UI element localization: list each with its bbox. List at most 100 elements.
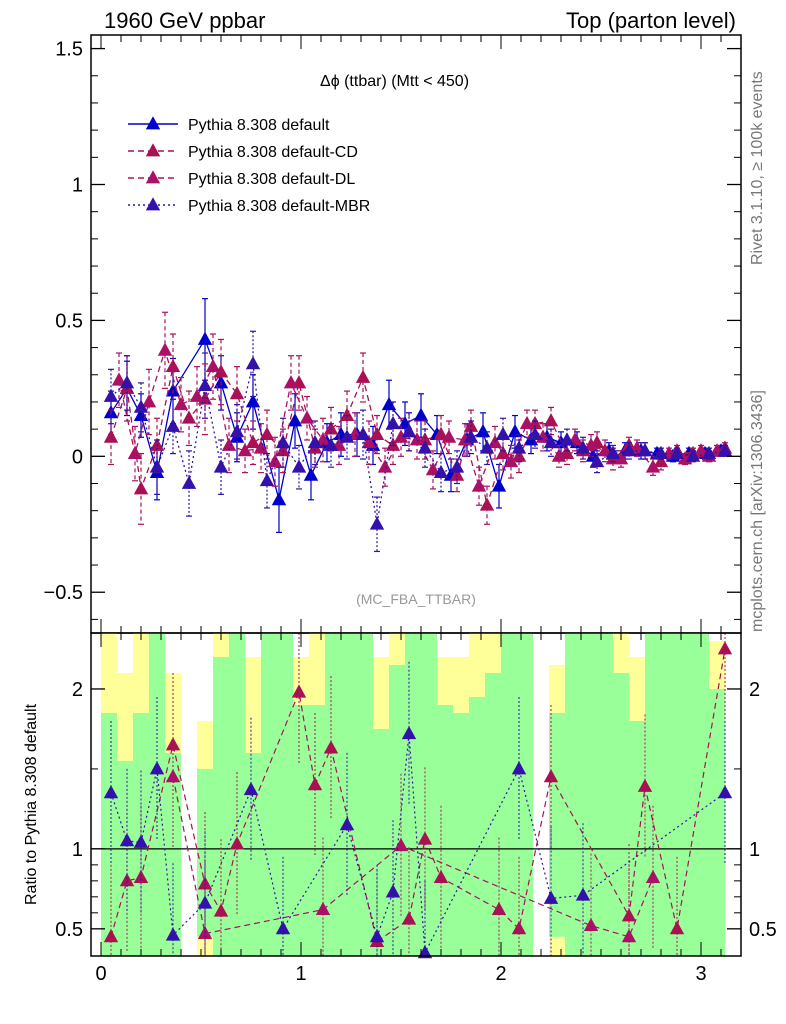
ratio-series-3 [103,661,733,959]
ratio-data-point [165,927,181,941]
data-point [197,331,213,345]
band-inner-bin [309,704,325,956]
data-point [181,475,197,489]
data-point [503,453,519,468]
data-point [381,396,397,411]
band-inner-bin [453,712,469,956]
data-point [463,429,479,443]
data-point [205,358,221,373]
legend-label: Pythia 8.308 default-MBR [188,198,370,215]
data-point [685,448,701,462]
data-point [339,429,355,443]
ratio-data-point [119,833,135,847]
legend-marker [145,116,161,130]
data-point [543,434,559,449]
ratio-data-point [103,929,119,943]
ratio-data-point [133,834,149,848]
data-point [259,472,275,487]
ratio-data-point [275,921,291,935]
data-point [165,383,181,397]
data-point [355,426,371,440]
legend-marker [145,170,161,184]
data-point [589,453,605,468]
y-tick-label: −0.5 [44,582,83,604]
ratio-data-point [213,903,229,917]
band-inner-bin [261,633,277,956]
data-point [425,462,441,476]
x-tick-label: 2 [495,963,506,985]
data-point [491,478,507,492]
band-inner-bin [165,752,181,956]
ratio-data-point [385,884,401,898]
data-point [173,396,189,411]
band-inner-bin [549,712,565,937]
ratio-data-point [323,740,339,754]
ratio-data-point [401,725,417,740]
ratio-y-tick-label: 1 [72,839,83,861]
band-inner-bin [277,633,293,956]
data-point [433,426,449,440]
ratio-data-point [339,817,355,831]
band-inner-bin [117,760,133,956]
data-point [475,424,491,438]
data-point [237,443,253,457]
data-point [303,467,319,481]
data-point [221,437,237,451]
ratio-data-point [165,769,181,783]
data-point [441,429,457,443]
ratio-data-point [149,761,165,775]
x-tick-label: 0 [95,963,106,985]
data-point [245,434,261,449]
data-point [119,375,135,389]
data-point [637,443,653,457]
data-point [717,443,733,457]
data-point [479,497,495,511]
ratio-series-1 [103,633,733,956]
data-point [519,415,535,430]
ratio-uncertainty-band [101,633,725,956]
band-inner-bin [517,633,533,956]
ratio-data-point [575,887,591,901]
ratio-data-point [229,836,245,850]
data-point [165,418,181,432]
data-point [413,407,429,421]
data-point [339,407,355,421]
data-point [527,426,543,440]
ratio-data-point [543,769,559,783]
band-inner-bin [645,633,661,956]
band-inner-bin [373,728,389,956]
data-point [559,445,575,459]
legend-label: Pythia 8.308 default-CD [188,144,358,161]
ratio-panel: 0.5 0.5 1 1 2 2 0 1 2 3 Ratio to Pythia 8.308 def… [23,632,777,985]
ratio-data-point [543,890,559,904]
data-point [449,459,465,473]
data-point [369,516,385,530]
data-point [127,445,143,459]
ratio-y-axis-label: Ratio to Pythia 8.308 default [23,703,40,905]
ratio-data-point [433,869,449,884]
ratio-data-point [621,929,637,943]
series-4 [103,330,733,553]
legend-label: Pythia 8.308 default-DL [188,171,355,188]
plot-title: Δϕ (ttbar) (Mtt < 450) [320,73,469,90]
ratio-panel-frame [90,632,742,957]
data-point [229,386,245,400]
data-point [141,394,157,408]
data-point [213,459,229,473]
band-inner-bin [421,633,437,956]
data-point [291,459,307,473]
data-point [417,440,433,454]
data-point [245,394,261,408]
band-inner-bin [229,633,245,956]
data-point [103,429,119,443]
y-tick-label: 0.5 [55,310,83,332]
ratio-data-point [417,831,433,845]
data-point [189,388,205,402]
data-point [253,440,269,454]
data-point [479,440,495,454]
data-point [559,432,575,446]
band-inner-bin [693,633,709,956]
data-point [511,440,527,454]
data-point [271,492,287,506]
